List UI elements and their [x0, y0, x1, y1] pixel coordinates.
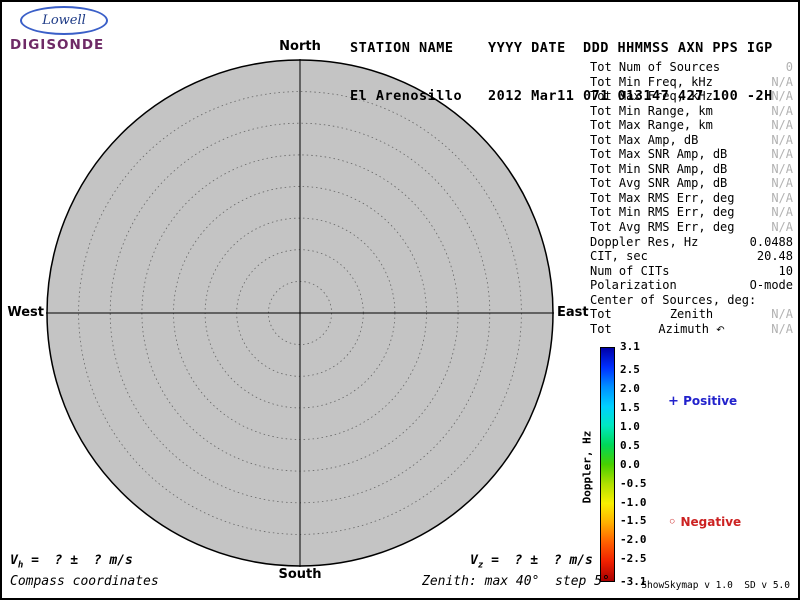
circle-marker-icon: ◦: [668, 515, 677, 530]
param-label: Tot Avg RMS Err, deg: [590, 220, 735, 235]
param-row: CIT, sec 20.48: [590, 249, 793, 264]
station-header-columns: STATION NAME YYYY DATE DDD HHMMSS AXN PP…: [350, 40, 773, 56]
param-row: Tot Max Amp, dB N/A: [590, 133, 793, 148]
param-label: Num of CITs: [590, 263, 670, 278]
legend-negative: ◦ Negative: [668, 515, 741, 530]
compass-label-west: West: [7, 305, 44, 320]
param-row: Tot Min Freq, kHz N/A: [590, 75, 793, 90]
param-value: N/A: [771, 190, 793, 205]
param-label: Tot Max SNR Amp, dB: [590, 147, 728, 162]
param-value: N/A: [771, 147, 793, 162]
colorbar-tick: -3.1: [620, 575, 647, 588]
colorbar-tick: -2.5: [620, 552, 647, 565]
param-row: Tot Min RMS Err, deg N/A: [590, 205, 793, 220]
colorbar-tick: 0.5: [620, 439, 640, 452]
param-section-header: Center of Sources, deg:: [590, 292, 757, 307]
logo-digisonde-text: DIGISONDE: [10, 37, 105, 53]
param-label: Tot Min SNR Amp, dB: [590, 161, 728, 176]
logo-lowell-text: Lowell: [42, 13, 86, 28]
param-value: N/A: [771, 89, 793, 104]
colorbar-tick: 2.0: [620, 382, 640, 395]
colorbar-tick: 2.5: [620, 363, 640, 376]
colorbar-tick: -1.5: [620, 514, 647, 527]
colorbar-tick: 0.0: [620, 458, 640, 471]
param-label: Tot: [590, 307, 612, 322]
param-value: N/A: [771, 74, 793, 89]
param-row-center-azimuth: Tot Azimuth ↶ N/A: [590, 322, 793, 339]
param-label: Polarization: [590, 278, 677, 293]
station-header-values: El Arenosillo 2012 Mar11 071 013147 427 …: [350, 88, 773, 104]
station-header: STATION NAME YYYY DATE DDD HHMMSS AXN PP…: [350, 8, 773, 136]
param-label: Tot: [590, 321, 612, 336]
param-label: Tot Avg SNR Amp, dB: [590, 176, 728, 191]
compass-label-east: East: [557, 305, 589, 320]
colorbar-tick: -0.5: [620, 477, 647, 490]
param-label: Tot Min RMS Err, deg: [590, 205, 735, 220]
param-label: Tot Num of Sources: [590, 60, 721, 74]
compass-label-north: North: [279, 39, 321, 54]
param-label: Tot Max Range, km: [590, 118, 713, 133]
param-value: N/A: [771, 161, 793, 176]
param-label: Tot Min Range, km: [590, 103, 713, 118]
param-value: N/A: [771, 205, 793, 220]
param-sublabel: Zenith: [669, 307, 714, 322]
param-label: Tot Max Amp, dB: [590, 132, 699, 147]
legend-negative-label: Negative: [676, 515, 742, 529]
colorbar-tick: -1.0: [620, 496, 647, 509]
legend-positive: + Positive: [668, 394, 737, 409]
param-value: N/A: [771, 220, 793, 235]
param-sublabel: Azimuth ↶: [658, 321, 725, 336]
param-row: Tot Min Range, km N/A: [590, 104, 793, 119]
digisonde-logo: Lowell DIGISONDE: [10, 6, 125, 53]
param-row-center-zenith: Tot Zenith N/A: [590, 307, 793, 322]
coordinates-note: Compass coordinates: [10, 574, 159, 589]
param-value: N/A: [771, 118, 793, 133]
param-value: 20.48: [756, 249, 793, 264]
colorbar-tick: -2.0: [620, 533, 647, 546]
param-row: Tot Max SNR Amp, dB N/A: [590, 147, 793, 162]
zenith-scale-note: Zenith: max 40° step 5°: [422, 574, 610, 589]
lowell-oval-logo-icon: Lowell: [20, 6, 108, 35]
param-value: N/A: [771, 307, 793, 322]
param-label: CIT, sec: [590, 249, 648, 264]
param-label: Tot Max Freq, kHz: [590, 89, 713, 104]
doppler-colorbar: [600, 347, 615, 582]
app-version-label: ShowSkymap v 1.0 SD v 5.0: [641, 580, 790, 591]
colorbar-tick: 3.1: [620, 340, 640, 353]
param-value: 0.0488: [749, 234, 793, 249]
colorbar-tick: 1.5: [620, 401, 640, 414]
horizontal-velocity-readout: Vh = ? ± ? m/s: [10, 553, 133, 571]
param-row: Tot Max Range, km N/A: [590, 118, 793, 133]
param-value: N/A: [771, 103, 793, 118]
param-value: 10: [778, 263, 793, 278]
azimuth-rotation-icon: ↶: [716, 324, 725, 336]
param-row: Doppler Res, Hz 0.0488: [590, 235, 793, 250]
param-value: N/A: [771, 176, 793, 191]
vertical-velocity-readout: Vz = ? ± ? m/s: [470, 553, 593, 571]
param-value: 0: [785, 60, 793, 74]
parameter-panel: Tot Num of Sources 0 Tot Min Freq, kHz N/A…: [590, 60, 793, 338]
param-row: Tot Avg SNR Amp, dB N/A: [590, 176, 793, 191]
colorbar-tick: 1.0: [620, 420, 640, 433]
param-row: Num of CITs 10: [590, 264, 793, 279]
param-row: Tot Avg RMS Err, deg N/A: [590, 220, 793, 235]
colorbar-axis-label: Doppler, Hz: [580, 430, 594, 504]
param-label: Tot Max RMS Err, deg: [590, 190, 735, 205]
param-row: Tot Num of Sources 0: [590, 60, 793, 75]
param-label: Doppler Res, Hz: [590, 234, 699, 249]
param-row: Tot Min SNR Amp, dB N/A: [590, 162, 793, 177]
plus-marker-icon: +: [668, 394, 679, 409]
param-value: N/A: [771, 132, 793, 147]
legend-positive-label: Positive: [678, 394, 738, 408]
param-value: N/A: [771, 321, 793, 336]
param-row: Tot Max Freq, kHz N/A: [590, 89, 793, 104]
param-value: O-mode: [749, 278, 793, 293]
param-row: Tot Max RMS Err, deg N/A: [590, 191, 793, 206]
param-label: Tot Min Freq, kHz: [590, 74, 713, 89]
param-row: Polarization O-mode: [590, 278, 793, 293]
compass-label-south: South: [278, 567, 322, 582]
